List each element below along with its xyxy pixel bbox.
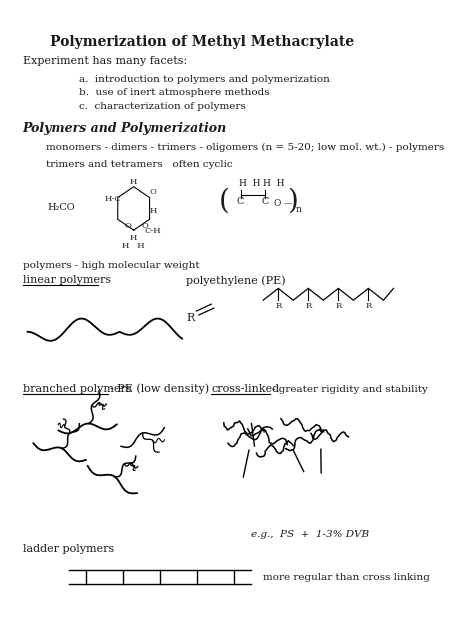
Text: branched polymers: branched polymers [23, 384, 131, 394]
Text: R: R [275, 302, 282, 310]
Text: H  H: H H [239, 179, 260, 188]
Text: —: — [284, 200, 292, 207]
Text: C: C [237, 197, 244, 206]
Text: more regular than cross linking: more regular than cross linking [263, 573, 430, 582]
Text: H  H: H H [263, 179, 285, 188]
Text: H: H [149, 207, 156, 216]
Text: R: R [365, 302, 372, 310]
Text: ladder polymers: ladder polymers [23, 544, 114, 554]
Text: H₂CO: H₂CO [47, 203, 75, 212]
Text: cross-linked: cross-linked [211, 384, 280, 394]
Text: C-H: C-H [145, 227, 161, 235]
Text: b.  use of inert atmosphere methods: b. use of inert atmosphere methods [79, 88, 270, 97]
Text: O: O [273, 199, 281, 208]
Text: monomers - dimers - trimers - oligomers (n = 5-20; low mol. wt.) - polymers: monomers - dimers - trimers - oligomers … [46, 143, 444, 152]
Text: a.  introduction to polymers and polymerization: a. introduction to polymers and polymeri… [79, 75, 330, 83]
Text: H   H: H H [122, 242, 145, 250]
Text: n: n [295, 205, 301, 214]
Text: Polymers and Polymerization: Polymers and Polymerization [23, 122, 227, 135]
Text: c.  characterization of polymers: c. characterization of polymers [79, 102, 246, 111]
Text: H-C: H-C [104, 195, 121, 203]
Text: ): ) [287, 188, 298, 215]
Text: trimers and tetramers   often cyclic: trimers and tetramers often cyclic [46, 159, 233, 169]
Text: R: R [335, 302, 341, 310]
Text: R: R [305, 302, 311, 310]
Text: R: R [186, 313, 194, 323]
Text: - greater rigidity and stability: - greater rigidity and stability [272, 384, 428, 394]
Text: H: H [130, 234, 137, 242]
Text: polyethylene (PE): polyethylene (PE) [186, 275, 286, 286]
Text: polymers - high molecular weight: polymers - high molecular weight [23, 261, 199, 270]
Text: (: ( [219, 188, 229, 215]
Text: C: C [261, 197, 269, 206]
Text: - PE (low density): - PE (low density) [110, 384, 210, 394]
Text: O: O [149, 188, 156, 196]
Text: e.g.,  PS  +  1-3% DVB: e.g., PS + 1-3% DVB [251, 530, 369, 538]
Text: H: H [130, 178, 137, 186]
Text: O: O [124, 222, 131, 230]
Text: O: O [141, 222, 148, 230]
Text: Polymerization of Methyl Methacrylate: Polymerization of Methyl Methacrylate [50, 35, 354, 49]
Text: Experiment has many facets:: Experiment has many facets: [23, 56, 187, 66]
Text: linear polymers: linear polymers [23, 276, 110, 286]
